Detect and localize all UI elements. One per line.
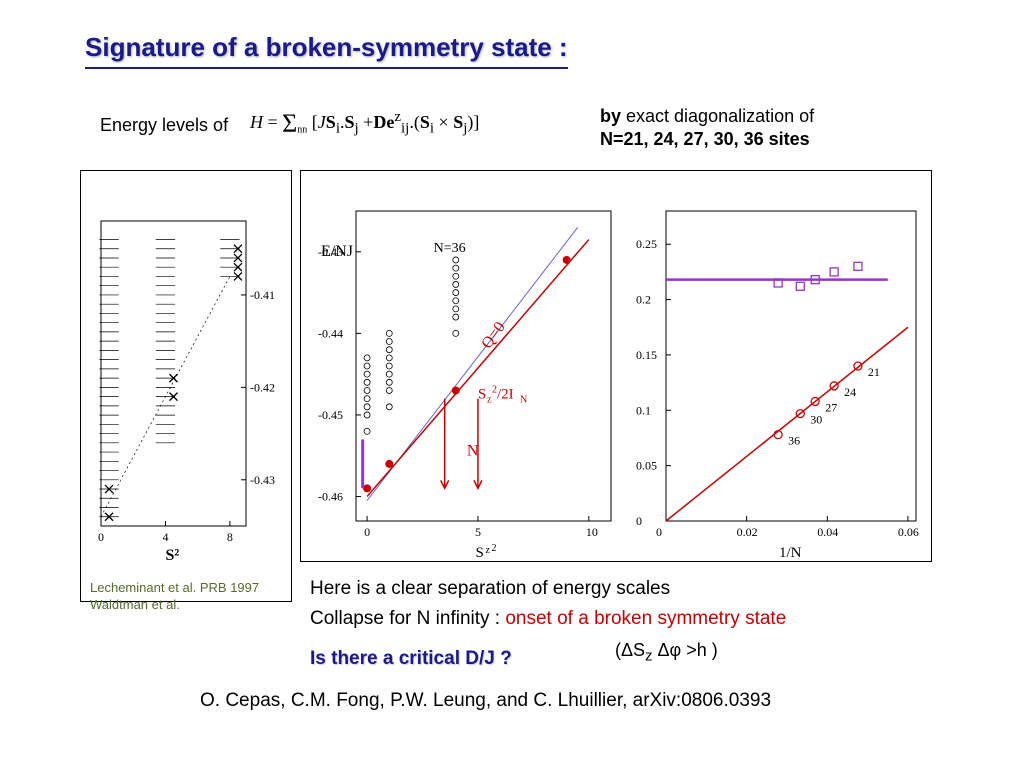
svg-text:30: 30 bbox=[810, 413, 822, 427]
svg-text:-0.43: -0.43 bbox=[250, 473, 275, 487]
svg-text:z: z bbox=[487, 395, 492, 406]
svg-text:0: 0 bbox=[364, 525, 370, 539]
chart-enj-vs-sz2: -0.46-0.45-0.44-0.430510Sz2E/NJN=36Q=0Sz… bbox=[301, 171, 621, 561]
svg-text:0: 0 bbox=[656, 525, 662, 539]
references: Lecheminant et al. PRB 1997 Waldtman et … bbox=[90, 580, 259, 614]
svg-text:/2I: /2I bbox=[497, 387, 514, 403]
svg-text:N: N bbox=[520, 395, 527, 406]
svg-text:N: N bbox=[467, 443, 479, 460]
svg-text:4: 4 bbox=[162, 530, 168, 544]
svg-text:Q=0: Q=0 bbox=[478, 319, 508, 352]
panel-d0: -0.43 -0.42 -0.41 0 4 8 S² bbox=[80, 170, 292, 602]
svg-text:0.05: 0.05 bbox=[636, 459, 657, 473]
svg-text:8: 8 bbox=[227, 530, 233, 544]
svg-text:0: 0 bbox=[98, 530, 104, 544]
svg-text:S: S bbox=[476, 545, 484, 561]
svg-text:E/NJ: E/NJ bbox=[321, 243, 353, 260]
energy-levels-label: Energy levels of bbox=[100, 115, 228, 136]
citation: O. Cepas, C.M. Fong, P.W. Leung, and C. … bbox=[200, 690, 771, 712]
page-title: Signature of a broken-symmetry state : bbox=[85, 32, 568, 69]
svg-text:36: 36 bbox=[788, 434, 800, 448]
svg-text:2: 2 bbox=[492, 543, 497, 554]
svg-text:0.1: 0.1 bbox=[636, 403, 651, 417]
svg-text:5: 5 bbox=[475, 525, 481, 539]
svg-text:0.02: 0.02 bbox=[737, 525, 758, 539]
panel-dj: -0.46-0.45-0.44-0.430510Sz2E/NJN=36Q=0Sz… bbox=[300, 170, 932, 562]
svg-text:24: 24 bbox=[844, 385, 856, 399]
chart-vs-invn: 00.050.10.150.20.2500.020.040.061/N36302… bbox=[621, 171, 931, 561]
svg-text:27: 27 bbox=[825, 400, 837, 414]
svg-text:-0.44: -0.44 bbox=[318, 326, 343, 340]
uncertainty-relation: (ΔSz Δφ >h ) bbox=[615, 640, 718, 665]
svg-text:0: 0 bbox=[636, 514, 642, 528]
svg-text:z: z bbox=[486, 545, 491, 556]
svg-text:0.04: 0.04 bbox=[817, 525, 838, 539]
svg-text:10: 10 bbox=[586, 525, 598, 539]
svg-text:-0.42: -0.42 bbox=[250, 380, 275, 394]
svg-text:0.15: 0.15 bbox=[636, 348, 657, 362]
critical-question: Is there a critical D/J ? bbox=[310, 648, 512, 670]
svg-text:-0.46: -0.46 bbox=[318, 490, 343, 504]
svg-text:21: 21 bbox=[868, 365, 880, 379]
svg-text:0.06: 0.06 bbox=[898, 525, 919, 539]
svg-text:-0.41: -0.41 bbox=[250, 288, 275, 302]
svg-text:1/N: 1/N bbox=[779, 545, 802, 561]
svg-text:N=36: N=36 bbox=[434, 241, 466, 256]
svg-text:0.25: 0.25 bbox=[636, 237, 657, 251]
separation-text: Here is a clear separation of energy sca… bbox=[310, 578, 670, 600]
collapse-text: Collapse for N infinity : onset of a bro… bbox=[310, 608, 786, 630]
svg-text:S²: S² bbox=[166, 547, 180, 564]
diagonalization-text: by exact diagonalization of N=21, 24, 27… bbox=[600, 105, 814, 152]
svg-text:-0.45: -0.45 bbox=[318, 408, 343, 422]
svg-text:S: S bbox=[478, 387, 486, 403]
hamiltonian-formula: H = Σnn [JSi.Sj +Dezij.(Si × Sj)] bbox=[250, 105, 479, 138]
svg-text:0.2: 0.2 bbox=[636, 293, 651, 307]
chart-energy-levels: -0.43 -0.42 -0.41 0 4 8 S² bbox=[81, 171, 291, 566]
